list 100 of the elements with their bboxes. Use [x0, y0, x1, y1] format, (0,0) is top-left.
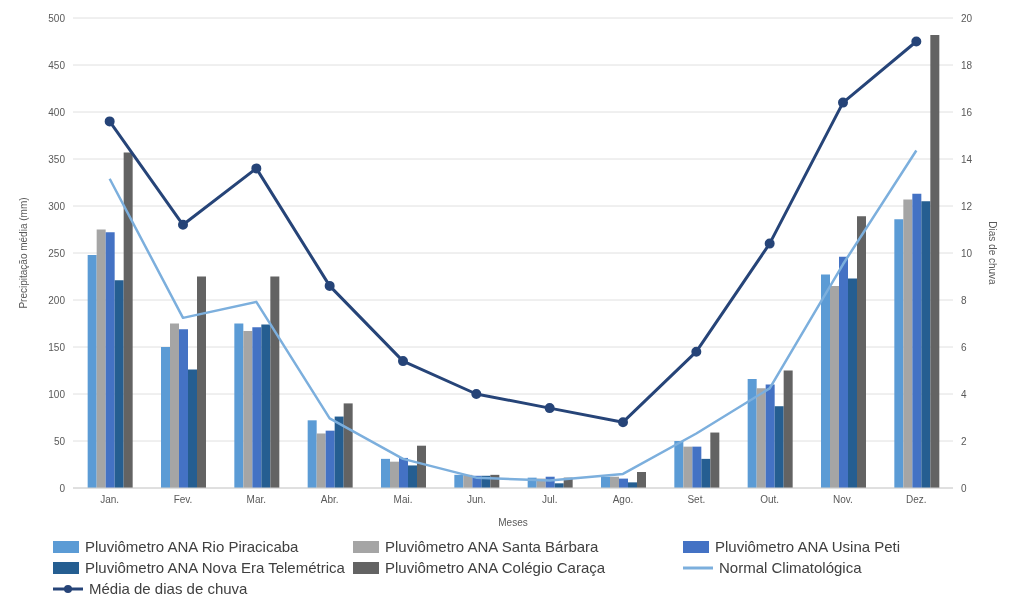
- bar: [179, 329, 188, 488]
- y-tick-label: 150: [48, 341, 66, 353]
- bar: [821, 274, 830, 488]
- y-tick-label: 200: [48, 294, 66, 306]
- bar: [701, 458, 711, 488]
- bar: [756, 388, 766, 488]
- x-tick-label: Set.: [687, 494, 706, 506]
- x-tick-label: Jun.: [466, 494, 486, 506]
- point: [691, 346, 702, 357]
- bar: [243, 331, 253, 488]
- y-tick-label: 50: [53, 435, 66, 447]
- y2-tick-label: 12: [961, 200, 973, 212]
- y-tick-label: 500: [48, 12, 66, 24]
- legend-label: Pluviômetro ANA Nova Era Telemétrica: [85, 559, 345, 576]
- y2-tick-label: 0: [961, 482, 967, 494]
- y-axis-title: Precipitação média (mm): [17, 197, 29, 309]
- bar: [307, 420, 317, 488]
- bar: [408, 465, 417, 488]
- bar: [114, 280, 124, 488]
- bar: [234, 323, 244, 488]
- bar: [674, 441, 684, 488]
- bar: [783, 370, 793, 488]
- bar: [343, 403, 353, 488]
- y2-tick-label: 2: [961, 435, 967, 447]
- y-tick-label: 100: [48, 388, 66, 400]
- point: [764, 238, 775, 249]
- legend-label: Média de dias de chuva: [89, 580, 248, 597]
- x-axis-title: Meses: [498, 517, 528, 528]
- x-tick-label: Jan.: [100, 494, 120, 506]
- bar: [325, 430, 335, 488]
- bar: [765, 384, 775, 488]
- bar: [390, 461, 399, 488]
- point: [398, 356, 408, 367]
- point: [471, 389, 482, 399]
- bar: [710, 432, 720, 488]
- y-tick-label: 400: [48, 106, 66, 118]
- point: [544, 403, 555, 414]
- bar: [399, 457, 408, 488]
- point: [251, 163, 262, 174]
- y2-tick-label: 6: [961, 341, 967, 353]
- bar: [747, 378, 757, 488]
- y-tick-label: 450: [48, 59, 66, 71]
- bar: [912, 193, 922, 488]
- y-tick-label: 250: [48, 247, 66, 259]
- bar: [87, 254, 97, 488]
- x-tick-label: Mai.: [393, 494, 413, 506]
- x-tick-label: Out.: [760, 494, 780, 506]
- x-tick-label: Fev.: [173, 494, 193, 506]
- point: [911, 36, 922, 47]
- x-tick-label: Nov.: [833, 494, 853, 506]
- y2-tick-label: 14: [961, 153, 973, 165]
- legend-label: Pluviômetro ANA Usina Peti: [715, 538, 901, 555]
- bar: [417, 445, 426, 488]
- bar: [848, 278, 857, 488]
- bar: [261, 324, 271, 488]
- point: [618, 417, 628, 428]
- bar: [683, 446, 693, 488]
- bar: [774, 406, 784, 488]
- bar: [830, 285, 839, 488]
- bar: [894, 219, 904, 488]
- legend-label: Pluviômetro ANA Rio Piracicaba: [85, 538, 299, 555]
- bar: [252, 327, 262, 488]
- bar: [903, 199, 913, 488]
- bar: [637, 472, 646, 488]
- bar: [105, 232, 115, 488]
- bar: [930, 34, 940, 488]
- bar: [123, 152, 133, 488]
- bar: [381, 458, 390, 488]
- bar: [454, 474, 464, 488]
- y-tick-label: 300: [48, 200, 66, 212]
- bar: [857, 216, 866, 488]
- y2-axis-title: Dias de chuva: [987, 221, 999, 286]
- bar: [921, 201, 931, 488]
- bar: [316, 433, 326, 488]
- bar: [197, 276, 206, 488]
- bar: [334, 416, 344, 488]
- point: [104, 116, 115, 127]
- bar: [170, 323, 179, 488]
- y-tick-label: 350: [48, 153, 66, 165]
- point: [178, 219, 188, 230]
- y-tick-label: 0: [59, 482, 66, 494]
- y2-tick-label: 4: [961, 388, 967, 400]
- bar: [270, 276, 280, 488]
- x-tick-label: Dez.: [906, 494, 927, 506]
- bar: [161, 347, 170, 488]
- bar: [692, 446, 702, 488]
- bar: [839, 256, 848, 488]
- point: [838, 97, 848, 108]
- y2-tick-label: 20: [961, 12, 973, 24]
- bar: [96, 229, 106, 488]
- x-tick-label: Jul.: [541, 494, 558, 506]
- legend-label: Pluviômetro ANA Colégio Caraça: [385, 559, 606, 576]
- y2-tick-label: 10: [961, 247, 973, 259]
- y2-tick-label: 16: [961, 106, 973, 118]
- legend-label: Normal Climatológica: [719, 559, 862, 576]
- x-tick-label: Mar.: [246, 494, 267, 506]
- line-series: [108, 149, 918, 482]
- y2-tick-label: 8: [961, 294, 967, 306]
- y2-tick-label: 18: [961, 59, 973, 71]
- point: [324, 280, 335, 291]
